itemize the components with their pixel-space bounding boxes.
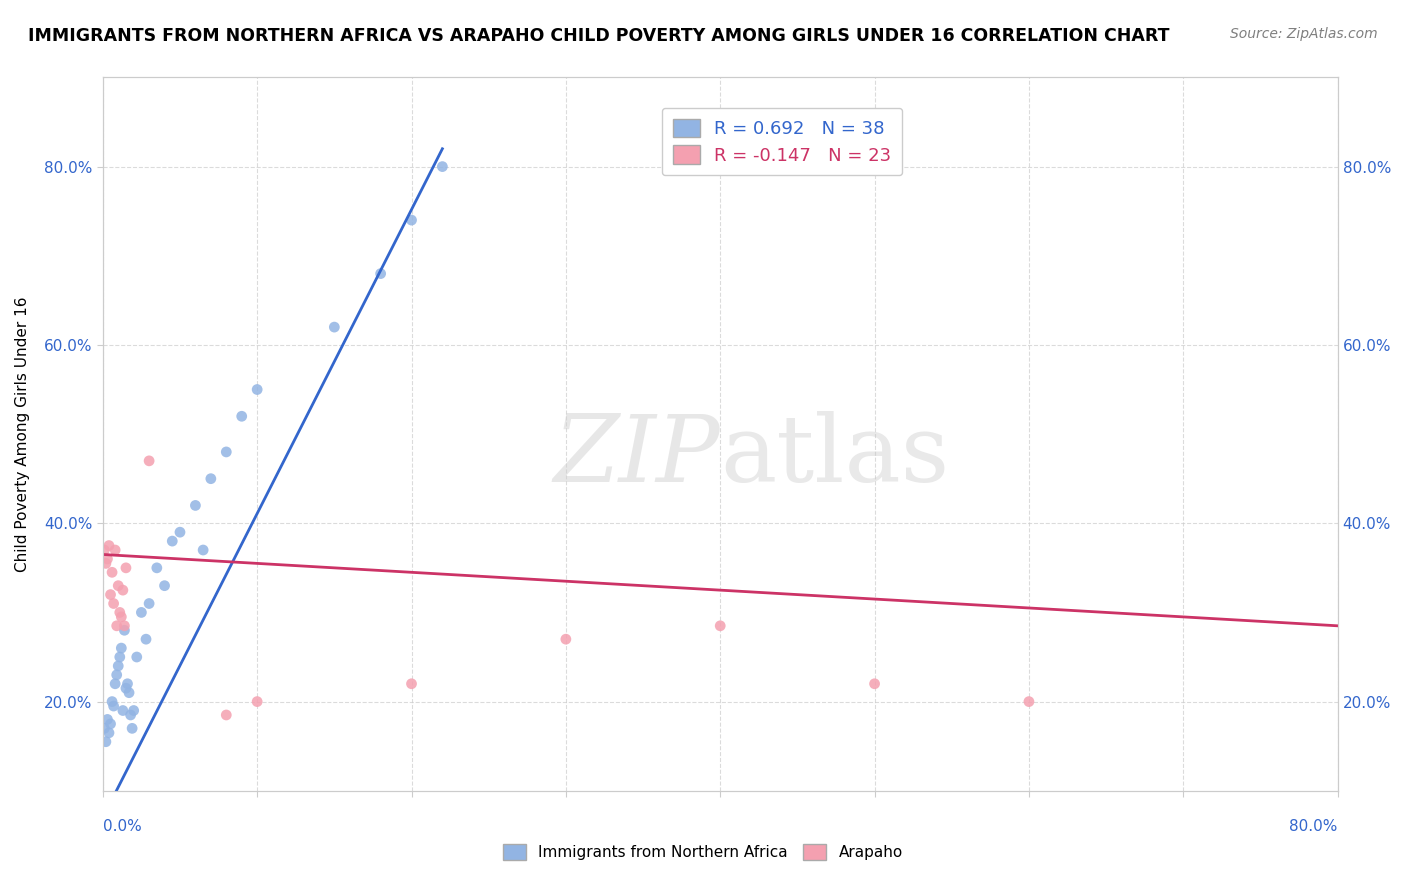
Point: [401, 213, 423, 227]
Point: [105, 619, 128, 633]
Point: [94, 557, 117, 571]
Point: [98, 539, 121, 553]
Point: [93, 722, 115, 736]
Point: [100, 588, 122, 602]
Point: [370, 267, 392, 281]
Point: [162, 534, 184, 549]
Legend: R = 0.692   N = 38, R = -0.147   N = 23: R = 0.692 N = 38, R = -0.147 N = 23: [662, 108, 903, 176]
Point: [184, 499, 207, 513]
Point: [112, 624, 135, 638]
Legend: Immigrants from Northern Africa, Arapaho: Immigrants from Northern Africa, Arapaho: [498, 838, 908, 866]
Point: [215, 445, 238, 459]
Point: [432, 160, 454, 174]
Point: [131, 606, 153, 620]
Point: [115, 681, 138, 696]
Point: [96, 552, 118, 566]
Point: [169, 525, 191, 540]
Point: [98, 726, 121, 740]
Point: [215, 708, 238, 723]
Point: [231, 409, 253, 424]
Point: [104, 677, 127, 691]
Text: Source: ZipAtlas.com: Source: ZipAtlas.com: [1230, 27, 1378, 41]
Point: [110, 610, 132, 624]
Y-axis label: Child Poverty Among Girls Under 16: Child Poverty Among Girls Under 16: [15, 296, 30, 572]
Point: [863, 677, 886, 691]
Point: [122, 704, 145, 718]
Point: [246, 383, 269, 397]
Point: [117, 677, 139, 691]
Point: [146, 561, 169, 575]
Point: [191, 543, 214, 558]
Point: [112, 619, 135, 633]
Point: [554, 632, 576, 647]
Text: IMMIGRANTS FROM NORTHERN AFRICA VS ARAPAHO CHILD POVERTY AMONG GIRLS UNDER 16 CO: IMMIGRANTS FROM NORTHERN AFRICA VS ARAPA…: [28, 27, 1170, 45]
Point: [94, 735, 117, 749]
Text: 80.0%: 80.0%: [1289, 819, 1337, 834]
Point: [103, 597, 125, 611]
Point: [135, 632, 157, 647]
Point: [105, 668, 128, 682]
Point: [108, 650, 131, 665]
Point: [96, 713, 118, 727]
Text: atlas: atlas: [720, 410, 949, 500]
Point: [401, 677, 423, 691]
Point: [107, 659, 129, 673]
Point: [246, 695, 269, 709]
Text: 0.0%: 0.0%: [103, 819, 142, 834]
Point: [125, 650, 148, 665]
Text: ZIP: ZIP: [554, 410, 720, 500]
Point: [101, 566, 124, 580]
Point: [153, 579, 176, 593]
Point: [104, 543, 127, 558]
Point: [107, 579, 129, 593]
Point: [138, 454, 160, 468]
Point: [138, 597, 160, 611]
Point: [323, 320, 346, 334]
Point: [111, 704, 134, 718]
Point: [200, 472, 222, 486]
Point: [709, 619, 731, 633]
Point: [110, 641, 132, 656]
Point: [115, 561, 138, 575]
Point: [108, 606, 131, 620]
Point: [121, 722, 143, 736]
Point: [93, 543, 115, 558]
Point: [111, 583, 134, 598]
Point: [101, 695, 124, 709]
Point: [118, 686, 141, 700]
Point: [100, 717, 122, 731]
Point: [103, 699, 125, 714]
Point: [1018, 695, 1040, 709]
Point: [120, 708, 142, 723]
